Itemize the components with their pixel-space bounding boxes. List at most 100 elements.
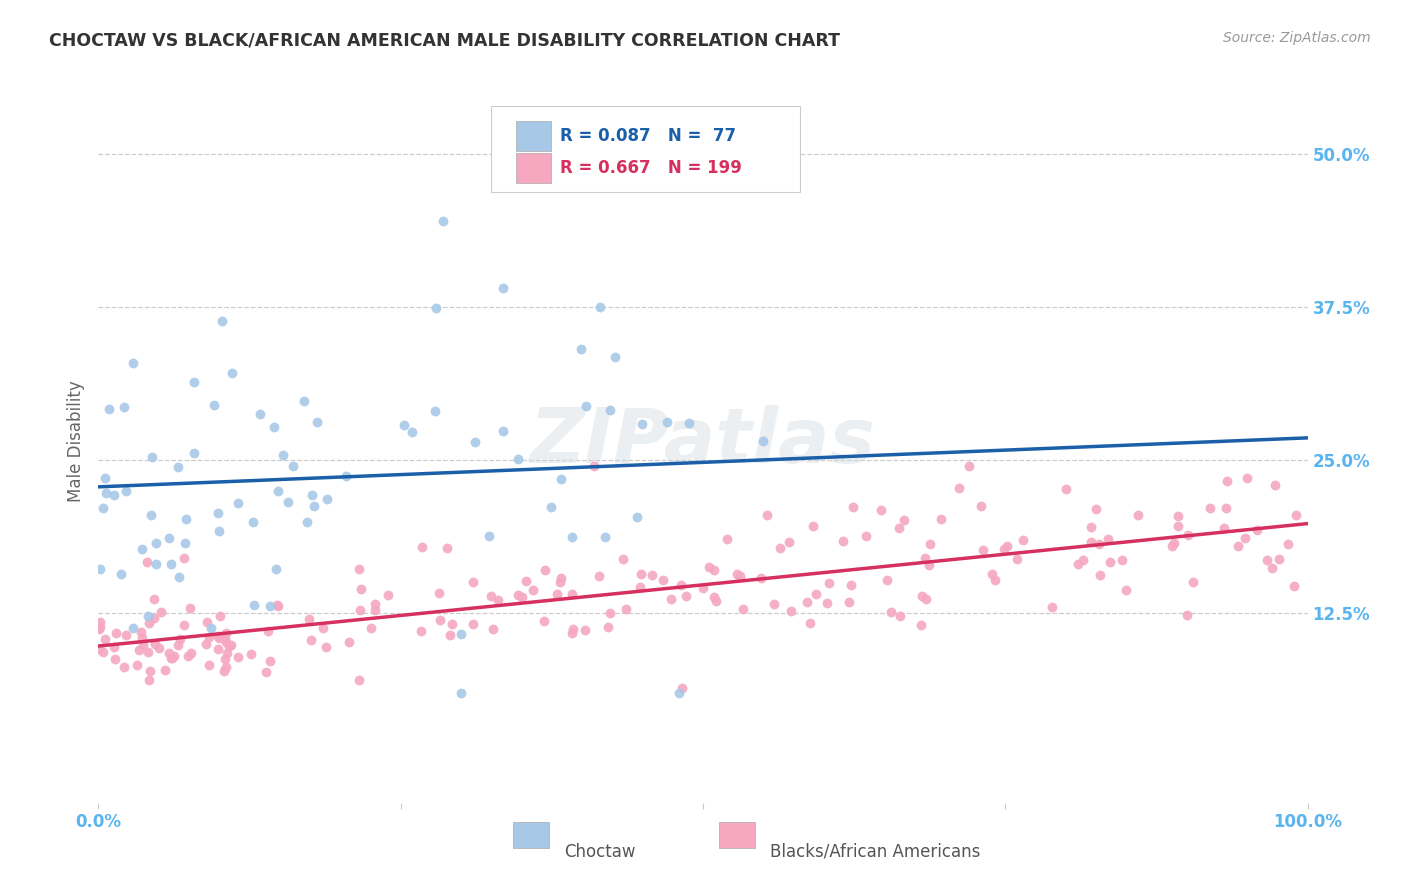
FancyBboxPatch shape [513,822,550,847]
Point [215,646,238,660]
Point [93,471,115,485]
Point [148,641,170,656]
Point [87,623,110,637]
Point [315,640,337,654]
Point [692,581,714,595]
Point [139,664,162,678]
Point [1115,582,1137,597]
Point [561,530,583,544]
Text: R = 0.087   N =  77: R = 0.087 N = 77 [561,127,737,145]
Point [1163,536,1185,550]
Point [226,650,249,665]
Point [880,605,903,619]
Point [131,638,153,652]
Point [312,621,335,635]
Point [596,620,619,634]
Point [277,495,299,509]
Text: CHOCTAW VS BLACK/AFRICAN AMERICAN MALE DISABILITY CORRELATION CHART: CHOCTAW VS BLACK/AFRICAN AMERICAN MALE D… [49,31,841,49]
Point [671,577,693,591]
Point [801,519,824,533]
Point [1167,519,1189,533]
Point [1088,537,1111,551]
Point [725,567,748,582]
Text: R = 0.667   N = 199: R = 0.667 N = 199 [561,159,742,177]
Point [259,654,281,668]
Point [249,408,271,422]
Point [436,541,458,555]
Point [439,628,461,642]
Text: Source: ZipAtlas.com: Source: ZipAtlas.com [1223,31,1371,45]
Point [510,590,533,604]
Point [574,623,596,637]
Point [401,425,423,439]
Point [143,637,166,651]
Point [141,508,163,523]
Point [179,600,201,615]
Point [728,569,751,583]
Point [208,524,231,538]
Point [143,591,166,606]
Point [212,664,235,678]
Point [481,622,503,636]
Point [1054,483,1077,497]
Point [131,542,153,557]
Point [1098,555,1121,569]
Point [427,586,450,600]
Point [981,566,1004,581]
Point [550,472,572,486]
Point [508,589,530,603]
Point [815,596,838,610]
Point [1161,539,1184,553]
Point [1111,552,1133,566]
Point [145,557,167,571]
Point [768,541,790,555]
Point [122,356,145,370]
Point [678,416,700,430]
Point [731,602,754,616]
Point [94,632,117,646]
Point [136,609,159,624]
Point [1088,567,1111,582]
Point [103,640,125,655]
Point [893,513,915,527]
Point [506,452,529,467]
Point [292,393,315,408]
Point [89,615,111,629]
Point [1071,552,1094,566]
Point [1246,524,1268,538]
Point [697,559,720,574]
Point [221,366,243,380]
Point [486,593,509,607]
Point [817,575,839,590]
Point [174,511,197,525]
Point [1268,552,1291,566]
Point [612,552,634,566]
Point [254,665,277,679]
Point [918,537,941,551]
Point [630,580,652,594]
Point [160,651,183,665]
Point [1177,528,1199,542]
Point [1080,520,1102,534]
Point [316,491,339,506]
Point [150,605,173,619]
Point [659,592,682,607]
Point [157,531,180,545]
Point [522,582,544,597]
Point [778,534,800,549]
Point [869,503,891,517]
Point [91,500,114,515]
Point [214,652,236,666]
Point [515,574,537,589]
Point [1167,508,1189,523]
Point [603,350,626,364]
Point [183,446,205,460]
Point [214,625,236,640]
Y-axis label: Male Disability: Male Disability [67,381,86,502]
Point [226,496,249,510]
Point [970,500,993,514]
Point [1216,474,1239,488]
Point [478,529,501,543]
Point [173,617,195,632]
Point [169,570,191,584]
